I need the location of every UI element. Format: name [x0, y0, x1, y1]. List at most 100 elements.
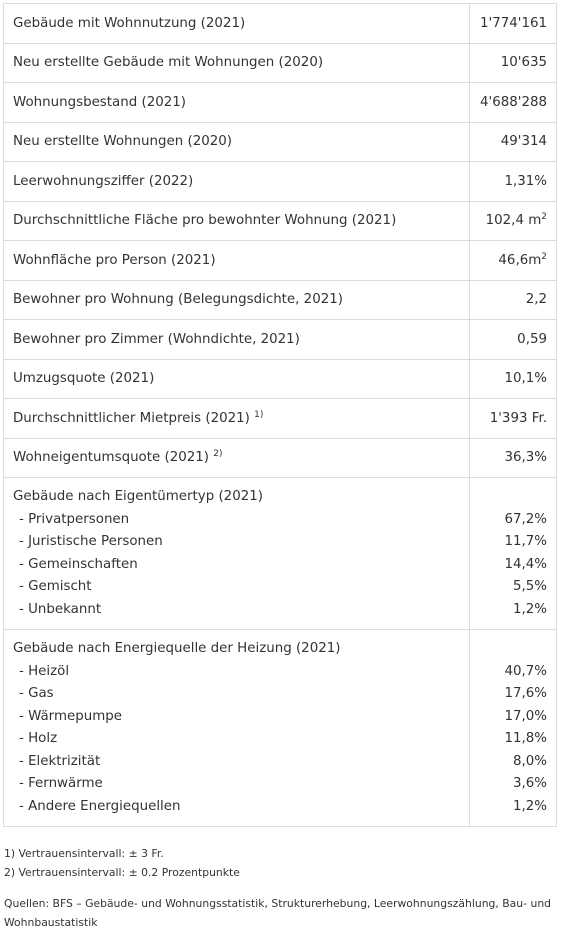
row-value-cell: 1'393 Fr.	[469, 398, 557, 439]
row-label-cell: Wohneigentumsquote (2021) 2)	[3, 437, 470, 478]
row-value-cell: 10'635	[469, 42, 557, 83]
row-label-cell: Bewohner pro Wohnung (Belegungsdichte, 2…	[3, 279, 470, 320]
item-value: 11,8%	[504, 731, 547, 746]
table-row: Wohneigentumsquote (2021) 2) 36,3%	[3, 437, 557, 478]
row-label-cell: Umzugsquote (2021)	[3, 358, 470, 399]
row-value-cell: 1'774'161	[469, 3, 557, 44]
footnote-ref: 2)	[213, 449, 223, 460]
row-value: 2,2	[525, 292, 547, 308]
row-label-cell: Neu erstellte Gebäude mit Wohnungen (202…	[3, 42, 470, 83]
row-value-cell: 49'314	[469, 121, 557, 162]
row-label: Wohnfläche pro Person (2021)	[13, 252, 216, 268]
row-value-cell: 36,3%	[469, 437, 557, 478]
item-label: - Gemeinschaften	[19, 556, 138, 572]
superscript: 2	[541, 212, 547, 223]
row-label: Umzugsquote (2021)	[13, 371, 155, 387]
sources: Quellen: BFS – Gebäude- und Wohnungsstat…	[4, 897, 552, 929]
item-label: - Juristische Personen	[19, 534, 163, 549]
row-value: 1'774'161	[480, 15, 547, 31]
item-label: - Gemischt	[19, 579, 92, 594]
row-value: 102,4 m	[485, 213, 542, 229]
group-title: Gebäude nach Energiequelle der Heizung (…	[13, 641, 341, 656]
table-row: Leerwohnungsziffer (2022) 1,31%	[3, 161, 557, 202]
item-label: - Heizöl	[19, 663, 70, 679]
row-label-cell: Neu erstellte Wohnungen (2020)	[3, 121, 470, 162]
row-value: 0,59	[517, 331, 547, 347]
row-label-cell: Wohnfläche pro Person (2021)	[3, 240, 470, 281]
item-value: 67,2%	[504, 511, 547, 527]
item-label: - Unbekannt	[19, 601, 102, 617]
row-label: Neu erstellte Wohnungen (2020)	[13, 134, 232, 150]
group-value-cell: 67,2% 11,7% 14,4% 5,5% 1,2%	[469, 477, 557, 630]
table-row: Durchschnittliche Fläche pro bewohnter W…	[3, 200, 557, 241]
row-label-cell: Bewohner pro Zimmer (Wohndichte, 2021)	[3, 319, 470, 360]
table-row: Gebäude mit Wohnnutzung (2021) 1'774'161	[3, 3, 557, 44]
data-table: Gebäude mit Wohnnutzung (2021) 1'774'161 N…	[3, 3, 557, 827]
item-label: - Privatpersonen	[19, 511, 130, 527]
row-label: Wohnungsbestand (2021)	[13, 94, 187, 110]
item-label: - Holz	[19, 731, 58, 746]
row-label-cell: Durchschnittliche Fläche pro bewohnter W…	[3, 200, 470, 241]
row-value-cell: 0,59	[469, 319, 557, 360]
row-value-cell: 102,4 m2	[469, 200, 557, 241]
table-row: Bewohner pro Wohnung (Belegungsdichte, 2…	[3, 279, 557, 320]
row-label: Bewohner pro Wohnung (Belegungsdichte, 2…	[13, 292, 343, 308]
item-label: - Gas	[19, 686, 54, 701]
group-value-cell: 40,7% 17,6% 17,0% 11,8% 8,0% 3,6% 1,2%	[469, 629, 557, 827]
row-label: Bewohner pro Zimmer (Wohndichte, 2021)	[13, 331, 300, 347]
row-value: 1'393 Fr.	[489, 410, 547, 426]
row-value: 1,31%	[504, 173, 547, 189]
group-label-cell: Gebäude nach Eigentümertyp (2021) - Priva…	[3, 477, 470, 630]
row-value: 36,3%	[504, 450, 547, 466]
item-value: 1,2%	[512, 798, 547, 814]
item-value: 8,0%	[512, 753, 547, 769]
row-value: 4'688'288	[480, 94, 547, 110]
item-value: 5,5%	[512, 579, 547, 594]
row-label-cell: Leerwohnungsziffer (2022)	[3, 161, 470, 202]
row-value: 10'635	[500, 55, 547, 71]
item-value: 17,0%	[504, 708, 547, 724]
row-label-cell: Wohnungsbestand (2021)	[3, 82, 470, 123]
footnote-ref: 1)	[254, 409, 264, 420]
group-row: Gebäude nach Eigentümertyp (2021) - Priva…	[3, 477, 557, 630]
table-row: Durchschnittlicher Mietpreis (2021) 1) 1'…	[3, 398, 557, 439]
item-value: 3,6%	[512, 776, 547, 791]
footnotes: 1) Vertrauensintervall: ± 3 Fr. 2) Vertra…	[4, 844, 554, 882]
item-label: - Andere Energiequellen	[19, 798, 181, 814]
group-label-cell: Gebäude nach Energiequelle der Heizung (…	[3, 629, 470, 827]
row-label: Leerwohnungsziffer (2022)	[13, 173, 194, 189]
table-row: Neu erstellte Wohnungen (2020) 49'314	[3, 121, 557, 162]
row-label: Durchschnittliche Fläche pro bewohnter W…	[13, 213, 397, 229]
footnote: 2) Vertrauensintervall: ± 0.2 Prozentpun…	[4, 866, 240, 879]
table-row: Neu erstellte Gebäude mit Wohnungen (202…	[3, 42, 557, 83]
row-label: Neu erstellte Gebäude mit Wohnungen (202…	[13, 55, 324, 71]
item-value: 17,6%	[504, 686, 547, 701]
row-label: Gebäude mit Wohnnutzung (2021)	[13, 15, 246, 31]
footnote: 1) Vertrauensintervall: ± 3 Fr.	[4, 847, 164, 860]
row-label: Wohneigentumsquote (2021)	[13, 450, 210, 466]
item-value: 40,7%	[504, 663, 547, 679]
group-row: Gebäude nach Energiequelle der Heizung (…	[3, 629, 557, 827]
table-row: Bewohner pro Zimmer (Wohndichte, 2021) 0,…	[3, 319, 557, 360]
item-value: 14,4%	[504, 556, 547, 572]
row-value-cell: 1,31%	[469, 161, 557, 202]
superscript: 2	[541, 251, 547, 262]
row-value-cell: 4'688'288	[469, 82, 557, 123]
row-label-cell: Gebäude mit Wohnnutzung (2021)	[3, 3, 470, 44]
table-row: Wohnfläche pro Person (2021) 46,6m2	[3, 240, 557, 281]
row-label: Durchschnittlicher Mietpreis (2021)	[13, 410, 250, 426]
item-value: 1,2%	[512, 601, 547, 617]
row-value-cell: 2,2	[469, 279, 557, 320]
row-value-cell: 10,1%	[469, 358, 557, 399]
item-label: - Elektrizität	[19, 753, 101, 769]
row-value: 49'314	[500, 134, 547, 150]
table-row: Wohnungsbestand (2021) 4'688'288	[3, 82, 557, 123]
row-value-cell: 46,6m2	[469, 240, 557, 281]
group-title: Gebäude nach Eigentümertyp (2021)	[13, 489, 263, 504]
item-label: - Fernwärme	[19, 776, 103, 791]
item-value: 11,7%	[504, 534, 547, 549]
row-label-cell: Durchschnittlicher Mietpreis (2021) 1)	[3, 398, 470, 439]
row-value: 46,6m	[498, 252, 542, 268]
item-label: - Wärmepumpe	[19, 708, 122, 724]
